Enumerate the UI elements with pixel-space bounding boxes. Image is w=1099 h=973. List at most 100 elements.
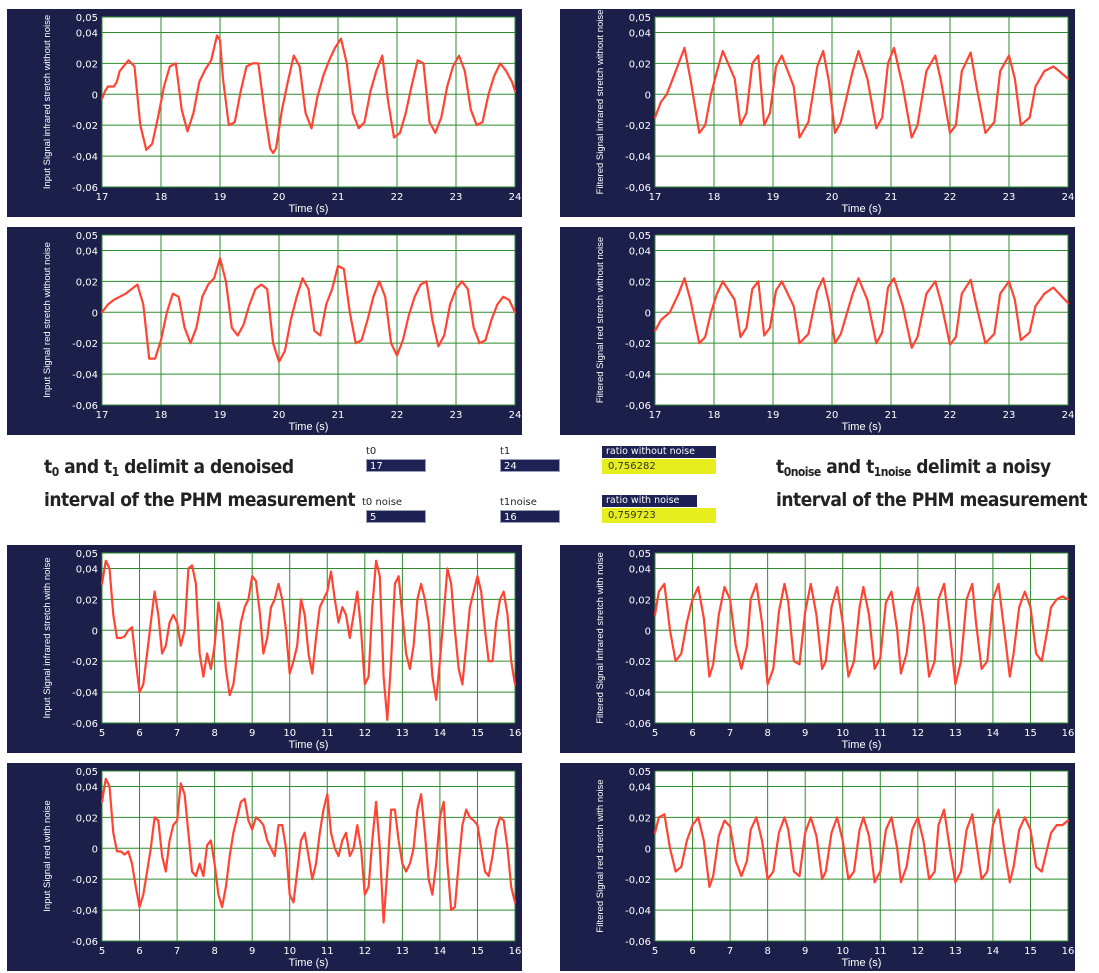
x-axis-title: Time (s)	[289, 739, 329, 751]
y-tick-label: 0,05	[76, 767, 98, 778]
chart-svg: 17 18 19 20 21 22 23 24 0,05 0,04 0,02 0 -0,02 -0,04 -…	[42, 13, 521, 215]
y-axis-title: Input Signal red with noise	[42, 800, 53, 911]
x-tick-label: 21	[332, 192, 345, 203]
t1-input[interactable]: 24	[500, 459, 560, 472]
chart-svg: 17 18 19 20 21 22 23 24 0,05 0,04 0,02 0 -0,02 -0,04 -…	[42, 231, 521, 433]
y-tick-label: -0,06	[625, 937, 651, 948]
x-tick-label: 17	[649, 192, 662, 203]
y-axis-title: Filtered Signal infrared stretch without…	[595, 10, 606, 195]
x-tick-label: 17	[649, 410, 662, 421]
y-tick-label: 0,02	[76, 59, 98, 70]
y-tick-label: 0,04	[76, 564, 98, 575]
x-tick-label: 10	[836, 728, 849, 739]
y-tick-label: -0,06	[625, 401, 651, 412]
y-tick-label: 0,04	[76, 782, 98, 793]
y-tick-label: 0,04	[629, 564, 651, 575]
x-tick-label: 5	[652, 728, 658, 739]
y-axis-title: Filtered Signal red stretch without nois…	[595, 237, 606, 403]
ratio-without-noise-indicator: 0,756282	[602, 459, 716, 474]
x-tick-label: 13	[949, 946, 962, 957]
plot-area	[654, 552, 1069, 724]
series-line	[100, 257, 517, 363]
x-tick-label: 23	[1003, 192, 1016, 203]
plot-area	[101, 552, 516, 724]
y-tick-label: -0,02	[72, 657, 98, 668]
y-tick-label: 0,02	[629, 277, 651, 288]
y-tick-label: 0,02	[629, 813, 651, 824]
y-tick-label: 0,05	[76, 549, 98, 560]
y-tick-label: -0,06	[72, 183, 98, 194]
x-tick-label: 14	[434, 946, 447, 957]
y-tick-label: -0,02	[625, 121, 651, 132]
plot-area	[654, 16, 1069, 188]
chart-panel-input-ir-noise: 5 6 7 8 9 10 11 12 13 14 15 16 0,05 0,04 0,02 0 -0,02 -0,…	[7, 545, 522, 753]
series-line	[653, 808, 1070, 889]
x-tick-label: 13	[396, 946, 409, 957]
x-tick-label: 6	[136, 946, 142, 957]
x-tick-label: 12	[358, 728, 371, 739]
t1-label: t1	[500, 446, 511, 457]
ratio-without-noise-label: ratio without noise	[602, 446, 716, 458]
x-tick-label: 12	[911, 946, 924, 957]
x-tick-label: 18	[708, 192, 721, 203]
x-tick-label: 16	[509, 728, 522, 739]
x-tick-label: 21	[885, 192, 898, 203]
caption-denoised-interval: t0 and t1 delimit a denoised interval of…	[44, 453, 356, 514]
y-tick-label: 0,04	[76, 28, 98, 39]
x-tick-label: 18	[708, 410, 721, 421]
x-tick-label: 5	[652, 946, 658, 957]
y-axis-title: Filtered Signal infrared stretch with no…	[595, 552, 606, 724]
x-tick-label: 22	[391, 192, 404, 203]
x-tick-label: 16	[1062, 728, 1075, 739]
chart-panel-input-red-no-noise: 17 18 19 20 21 22 23 24 0,05 0,04 0,02 0 -0,02 -0,04 -…	[7, 227, 522, 435]
y-tick-label: 0,05	[76, 231, 98, 242]
x-tick-label: 6	[689, 946, 695, 957]
x-tick-label: 17	[96, 410, 109, 421]
x-tick-label: 22	[944, 192, 957, 203]
ratio-with-noise-indicator: 0,759723	[602, 508, 716, 523]
x-tick-label: 9	[802, 946, 808, 957]
chart-svg: 5 6 7 8 9 10 11 12 13 14 15 16 0,05 0,04 0,02 0 -0,02 -0,…	[42, 767, 521, 969]
x-tick-label: 20	[273, 192, 286, 203]
t1-noise-input[interactable]: 16	[500, 510, 560, 523]
chart-panel-input-red-noise: 5 6 7 8 9 10 11 12 13 14 15 16 0,05 0,04 0,02 0 -0,02 -0,…	[7, 763, 522, 971]
y-tick-label: -0,04	[625, 152, 651, 163]
chart-panel-input-ir-no-noise: 17 18 19 20 21 22 23 24 0,05 0,04 0,02 0 -0,02 -0,04 -…	[7, 9, 522, 217]
x-tick-label: 22	[391, 410, 404, 421]
x-tick-label: 7	[174, 946, 180, 957]
x-tick-label: 11	[321, 728, 334, 739]
t0-input[interactable]: 17	[366, 459, 426, 472]
series-line	[653, 582, 1070, 686]
y-tick-label: 0	[645, 626, 651, 637]
x-tick-label: 5	[99, 946, 105, 957]
plot-area	[101, 234, 516, 406]
chart-svg: 5 6 7 8 9 10 11 12 13 14 15 16 0,05 0,04 0,02 0 -0,02 -0,…	[595, 767, 1074, 969]
x-tick-label: 5	[99, 728, 105, 739]
y-tick-label: -0,04	[625, 906, 651, 917]
x-tick-label: 24	[1062, 410, 1075, 421]
x-tick-label: 7	[174, 728, 180, 739]
y-tick-label: 0	[92, 90, 98, 101]
y-tick-label: 0,02	[629, 595, 651, 606]
y-tick-label: 0,05	[76, 13, 98, 24]
series-line	[100, 777, 517, 924]
y-tick-label: -0,02	[72, 339, 98, 350]
chart-svg: 5 6 7 8 9 10 11 12 13 14 15 16 0,05 0,04 0,02 0 -0,02 -0,…	[595, 549, 1075, 751]
y-tick-label: -0,02	[72, 875, 98, 886]
y-tick-label: -0,06	[72, 719, 98, 730]
x-tick-label: 9	[249, 946, 255, 957]
x-tick-label: 8	[764, 946, 770, 957]
x-tick-label: 9	[249, 728, 255, 739]
x-axis-title: Time (s)	[289, 421, 329, 433]
x-tick-label: 11	[874, 946, 887, 957]
caption-noisy-interval: t0noise and t1noise delimit a noisy inte…	[776, 453, 1088, 514]
y-tick-label: -0,02	[72, 121, 98, 132]
plot-area	[101, 16, 516, 188]
x-tick-label: 12	[358, 946, 371, 957]
y-axis-title: Input Signal infrared stretch without no…	[42, 15, 53, 189]
t0-noise-input[interactable]: 5	[366, 510, 426, 523]
y-tick-label: 0,05	[629, 549, 651, 560]
y-tick-label: -0,06	[625, 183, 651, 194]
x-tick-label: 10	[836, 946, 849, 957]
x-tick-label: 13	[949, 728, 962, 739]
